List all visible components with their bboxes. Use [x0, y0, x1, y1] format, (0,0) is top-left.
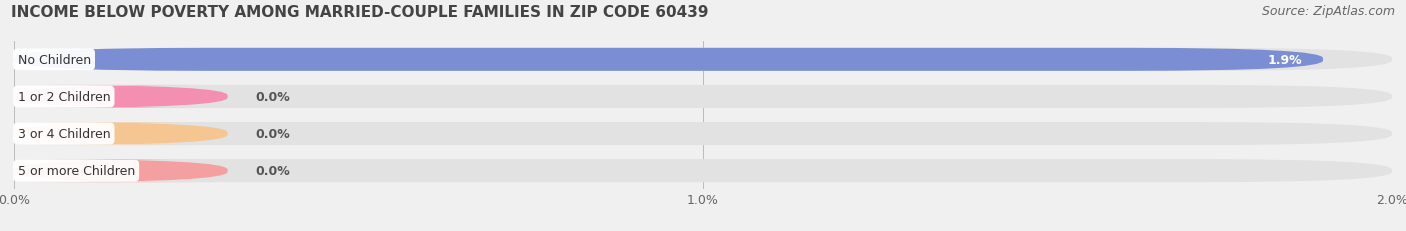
FancyBboxPatch shape [14, 49, 1323, 72]
Text: 1 or 2 Children: 1 or 2 Children [17, 91, 110, 103]
Text: 0.0%: 0.0% [256, 164, 290, 177]
FancyBboxPatch shape [14, 85, 228, 109]
Text: 3 or 4 Children: 3 or 4 Children [17, 128, 110, 140]
Text: INCOME BELOW POVERTY AMONG MARRIED-COUPLE FAMILIES IN ZIP CODE 60439: INCOME BELOW POVERTY AMONG MARRIED-COUPL… [11, 5, 709, 20]
FancyBboxPatch shape [14, 49, 1392, 72]
FancyBboxPatch shape [14, 85, 1392, 109]
FancyBboxPatch shape [14, 122, 228, 146]
Text: 0.0%: 0.0% [256, 91, 290, 103]
Text: 0.0%: 0.0% [256, 128, 290, 140]
Text: No Children: No Children [17, 54, 90, 67]
FancyBboxPatch shape [14, 122, 1392, 146]
Text: 5 or more Children: 5 or more Children [17, 164, 135, 177]
FancyBboxPatch shape [14, 159, 228, 182]
Text: Source: ZipAtlas.com: Source: ZipAtlas.com [1261, 5, 1395, 18]
FancyBboxPatch shape [14, 159, 1392, 182]
Text: 1.9%: 1.9% [1268, 54, 1302, 67]
